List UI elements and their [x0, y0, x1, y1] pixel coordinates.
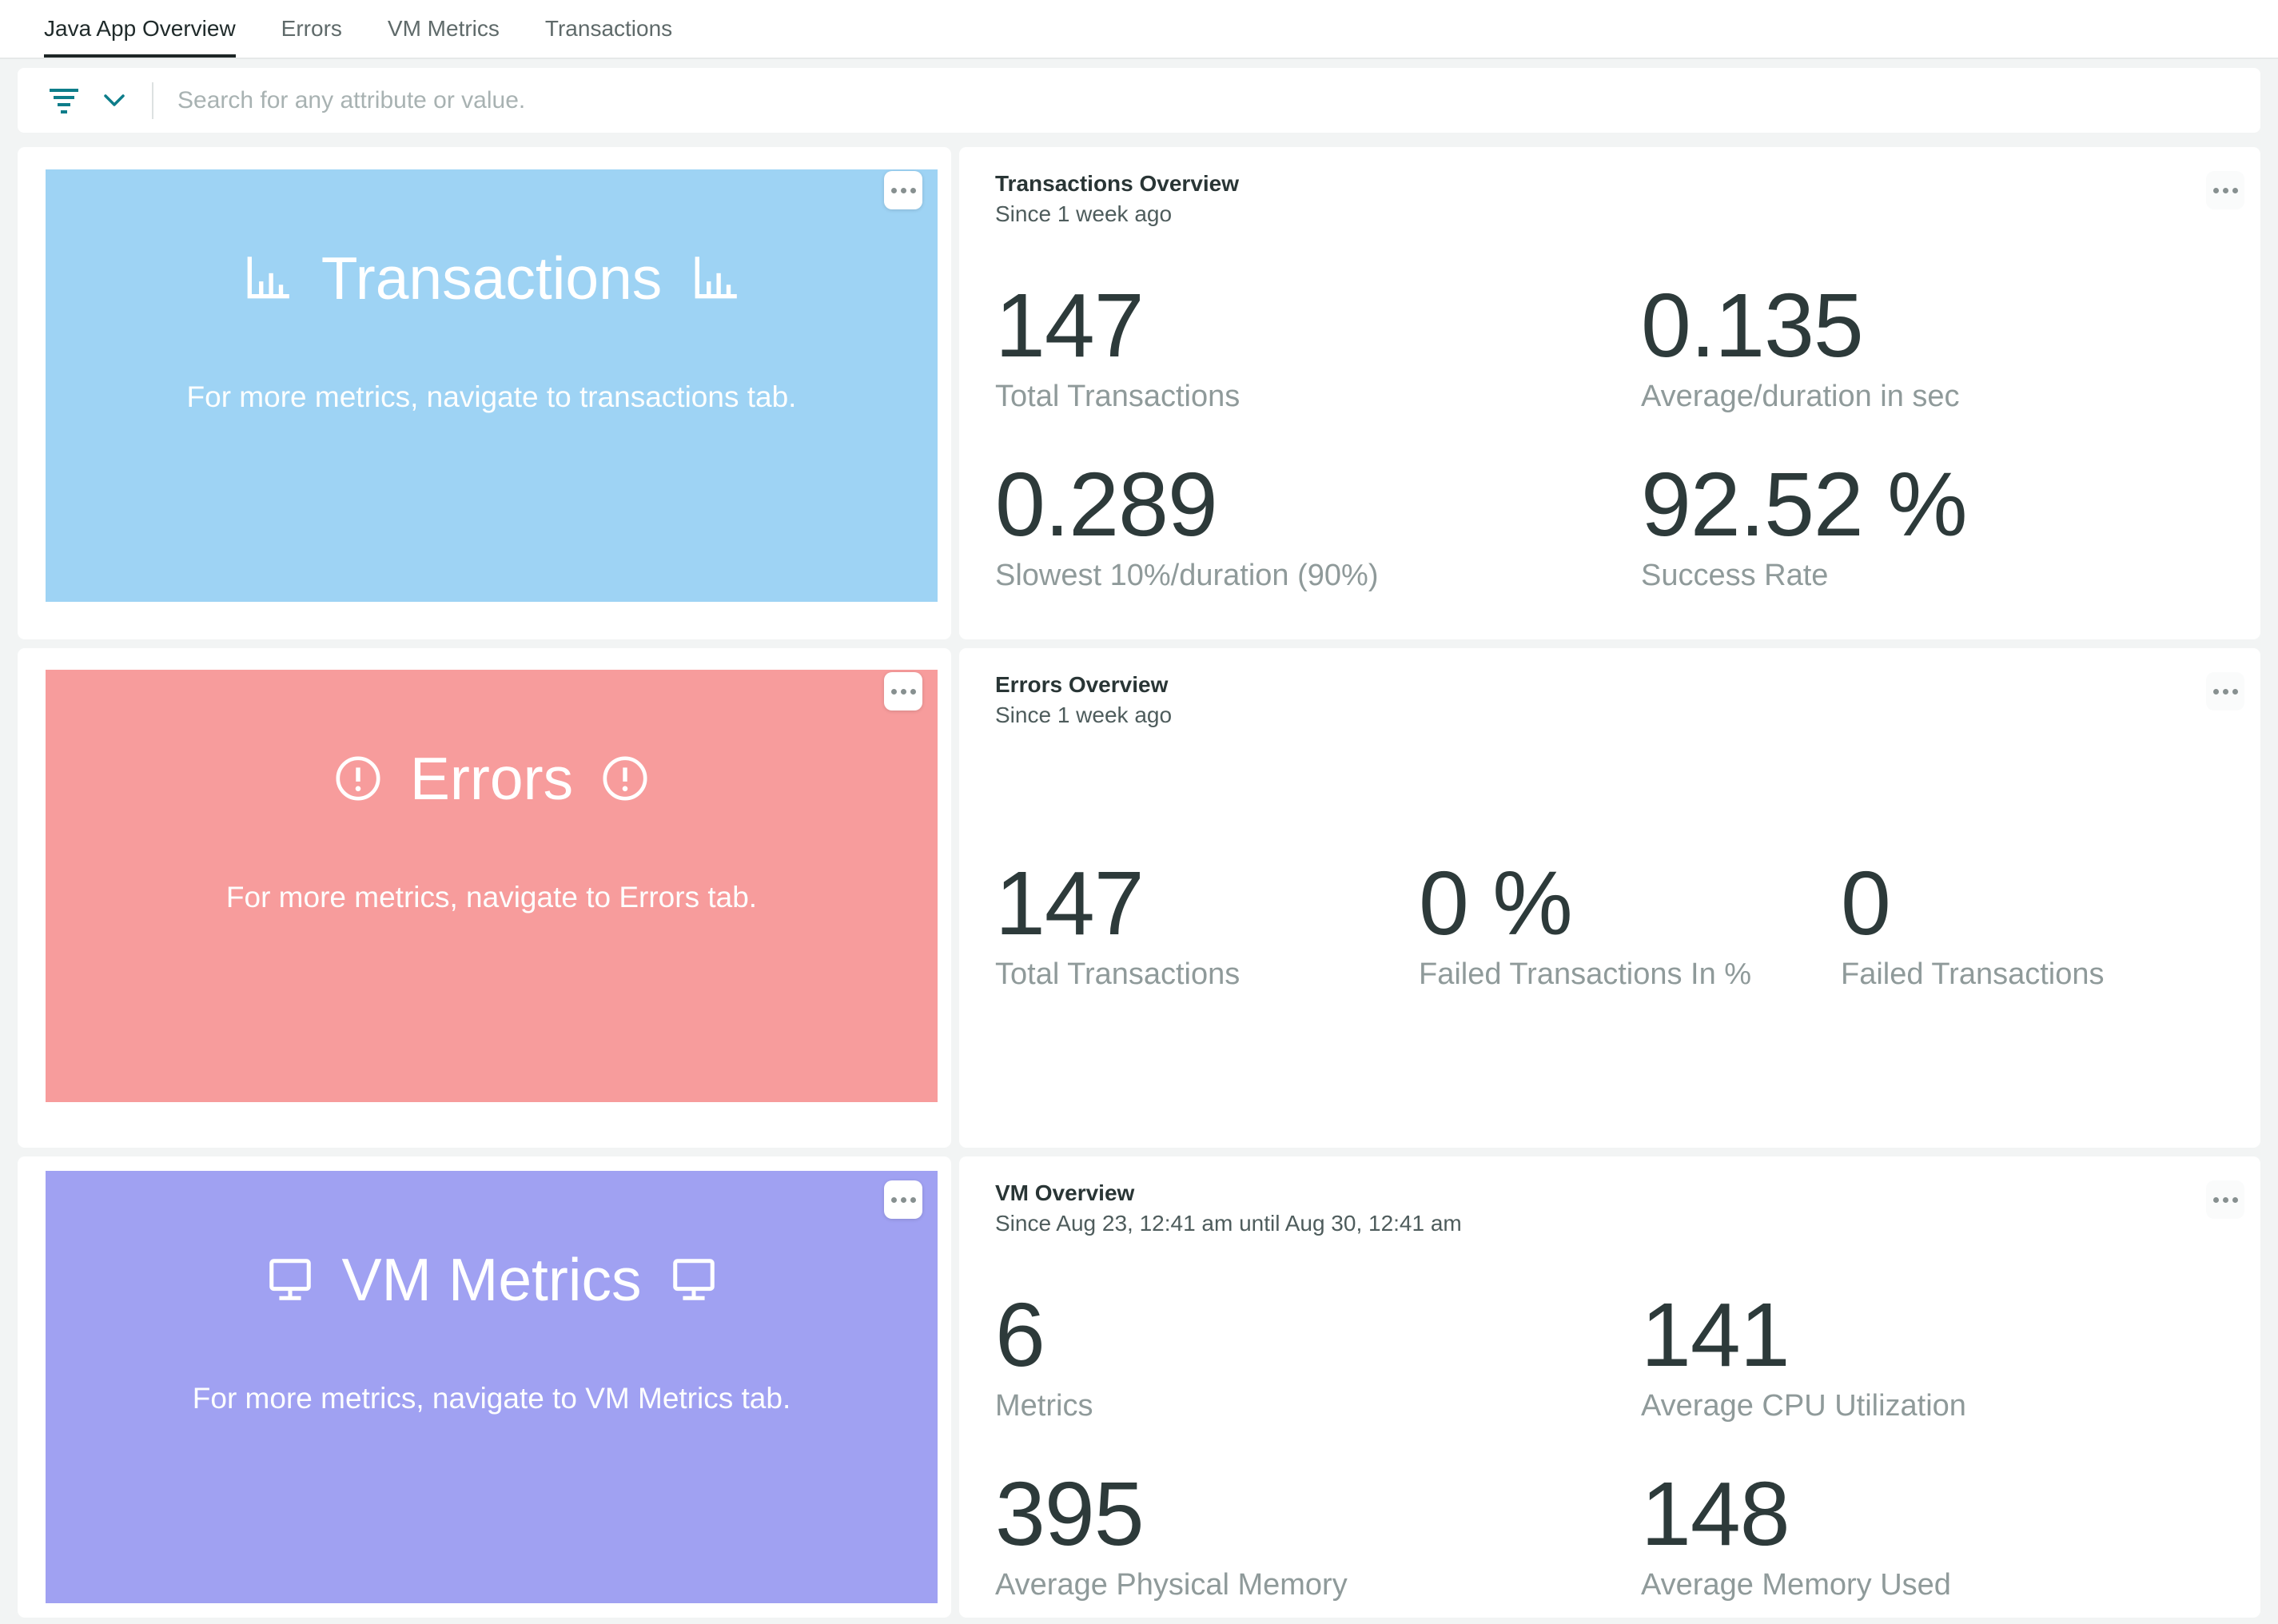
- billboard: 0 % Failed Transactions In %: [1419, 856, 1841, 992]
- billboard: 0.135 Average/duration in sec: [1641, 278, 2260, 414]
- dashboard-grid: Transactions For more metrics, navigate …: [18, 147, 2260, 1618]
- tab-vm-metrics[interactable]: VM Metrics: [387, 16, 500, 41]
- metric-label: Average CPU Utilization: [1641, 1389, 1966, 1423]
- vm-overview-card: VM Overview Since Aug 23, 12:41 am until…: [959, 1156, 2260, 1618]
- errors-overview-card: Errors Overview Since 1 week ago 147 Tot…: [959, 648, 2260, 1148]
- panel-title: VM Overview: [995, 1180, 1135, 1205]
- panel-time-range: Since 1 week ago: [995, 201, 1173, 226]
- vm-banner: VM Metrics For more metrics, navigate to…: [46, 1171, 938, 1603]
- metric-value: 148: [1641, 1463, 1790, 1564]
- banner-title-text: Transactions: [321, 245, 663, 312]
- metric-value: 147: [995, 275, 1145, 376]
- row-vm-metrics: VM Metrics For more metrics, navigate to…: [18, 1156, 2260, 1618]
- bar-chart-icon: [241, 252, 294, 304]
- banner-title-text: VM Metrics: [341, 1246, 642, 1313]
- metric-value: 0 %: [1419, 853, 1573, 953]
- metric-label: Metrics: [995, 1389, 1093, 1423]
- billboard: 6 Metrics: [995, 1288, 1641, 1423]
- metric-value: 6: [995, 1284, 1045, 1385]
- billboard: 141 Average CPU Utilization: [1641, 1288, 2260, 1423]
- billboard: 147 Total Transactions: [995, 278, 1641, 414]
- ellipsis-icon: [890, 187, 897, 193]
- row-transactions: Transactions For more metrics, navigate …: [18, 147, 2260, 639]
- metric-label: Failed Transactions: [1841, 957, 2105, 991]
- chevron-down-icon[interactable]: [104, 94, 125, 107]
- ellipsis-menu-button[interactable]: [884, 171, 922, 209]
- metric-value: 0.135: [1641, 275, 1864, 376]
- search-input[interactable]: [177, 76, 2260, 125]
- metric-label: Total Transactions: [995, 957, 1241, 991]
- ellipsis-icon: [890, 688, 897, 695]
- tab-errors[interactable]: Errors: [281, 16, 342, 41]
- billboard-grid: 147 Total Transactions 0 % Failed Transa…: [995, 856, 2260, 992]
- metric-label: Success Rate: [1641, 559, 1829, 592]
- alert-circle-icon: [600, 754, 650, 803]
- metric-value: 92.52 %: [1641, 454, 1968, 555]
- billboard: 0.289 Slowest 10%/duration (90%): [995, 457, 1641, 593]
- row-errors: Errors For more metrics, navigate to Err…: [18, 648, 2260, 1148]
- banner-subtitle: For more metrics, navigate to transactio…: [186, 380, 797, 413]
- billboard: 148 Average Memory Used: [1641, 1467, 2260, 1602]
- ellipsis-menu-button[interactable]: [2206, 1180, 2244, 1219]
- banner-title: Transactions: [46, 169, 938, 313]
- errors-banner-card: Errors For more metrics, navigate to Err…: [18, 648, 951, 1148]
- tab-bar: Java App Overview Errors VM Metrics Tran…: [0, 0, 2278, 59]
- banner-title-text: Errors: [409, 745, 574, 812]
- billboard: 395 Average Physical Memory: [995, 1467, 1641, 1602]
- metric-value: 0: [1841, 853, 1891, 953]
- billboard: 92.52 % Success Rate: [1641, 457, 2260, 593]
- billboard: 147 Total Transactions: [995, 856, 1419, 992]
- alert-circle-icon: [333, 754, 383, 803]
- bar-chart-icon: [689, 252, 742, 304]
- metric-label: Average/duration in sec: [1641, 380, 1960, 413]
- ellipsis-icon: [2212, 1196, 2219, 1203]
- panel-time-range: Since Aug 23, 12:41 am until Aug 30, 12:…: [995, 1211, 1462, 1236]
- metric-label: Slowest 10%/duration (90%): [995, 559, 1379, 592]
- monitor-icon: [265, 1255, 315, 1304]
- metric-label: Total Transactions: [995, 380, 1241, 413]
- billboard-grid: 147 Total Transactions 0.135 Average/dur…: [995, 278, 2260, 593]
- metric-label: Average Memory Used: [1641, 1568, 1951, 1602]
- errors-banner: Errors For more metrics, navigate to Err…: [46, 670, 938, 1102]
- tab-java-app-overview[interactable]: Java App Overview: [44, 0, 236, 58]
- ellipsis-menu-button[interactable]: [884, 1180, 922, 1219]
- panel-time-range: Since 1 week ago: [995, 703, 1173, 727]
- filter-icon[interactable]: [48, 87, 80, 114]
- search-bar: [18, 68, 2260, 133]
- monitor-icon: [669, 1255, 719, 1304]
- banner-title: VM Metrics: [46, 1171, 938, 1315]
- ellipsis-icon: [2212, 688, 2219, 695]
- transactions-banner-card: Transactions For more metrics, navigate …: [18, 147, 951, 639]
- ellipsis-icon: [890, 1196, 897, 1203]
- transactions-banner: Transactions For more metrics, navigate …: [46, 169, 938, 602]
- metric-value: 0.289: [995, 454, 1218, 555]
- metric-value: 395: [995, 1463, 1145, 1564]
- billboard-grid: 6 Metrics 141 Average CPU Utilization 39…: [995, 1288, 2260, 1602]
- ellipsis-icon: [2212, 187, 2219, 193]
- banner-subtitle: For more metrics, navigate to VM Metrics…: [192, 1382, 791, 1415]
- panel-title: Transactions Overview: [995, 171, 1240, 196]
- ellipsis-menu-button[interactable]: [884, 672, 922, 710]
- banner-subtitle: For more metrics, navigate to Errors tab…: [225, 881, 758, 914]
- metric-value: 141: [1641, 1284, 1790, 1385]
- banner-title: Errors: [46, 670, 938, 814]
- metric-label: Average Physical Memory: [995, 1568, 1348, 1602]
- metric-label: Failed Transactions In %: [1419, 957, 1752, 991]
- metric-value: 147: [995, 853, 1145, 953]
- panel-title: Errors Overview: [995, 672, 1169, 697]
- transactions-overview-card: Transactions Overview Since 1 week ago 1…: [959, 147, 2260, 639]
- ellipsis-menu-button[interactable]: [2206, 672, 2244, 710]
- ellipsis-menu-button[interactable]: [2206, 171, 2244, 209]
- billboard: 0 Failed Transactions: [1841, 856, 2260, 992]
- vm-banner-card: VM Metrics For more metrics, navigate to…: [18, 1156, 951, 1618]
- tab-transactions[interactable]: Transactions: [544, 16, 673, 41]
- search-divider: [152, 82, 153, 119]
